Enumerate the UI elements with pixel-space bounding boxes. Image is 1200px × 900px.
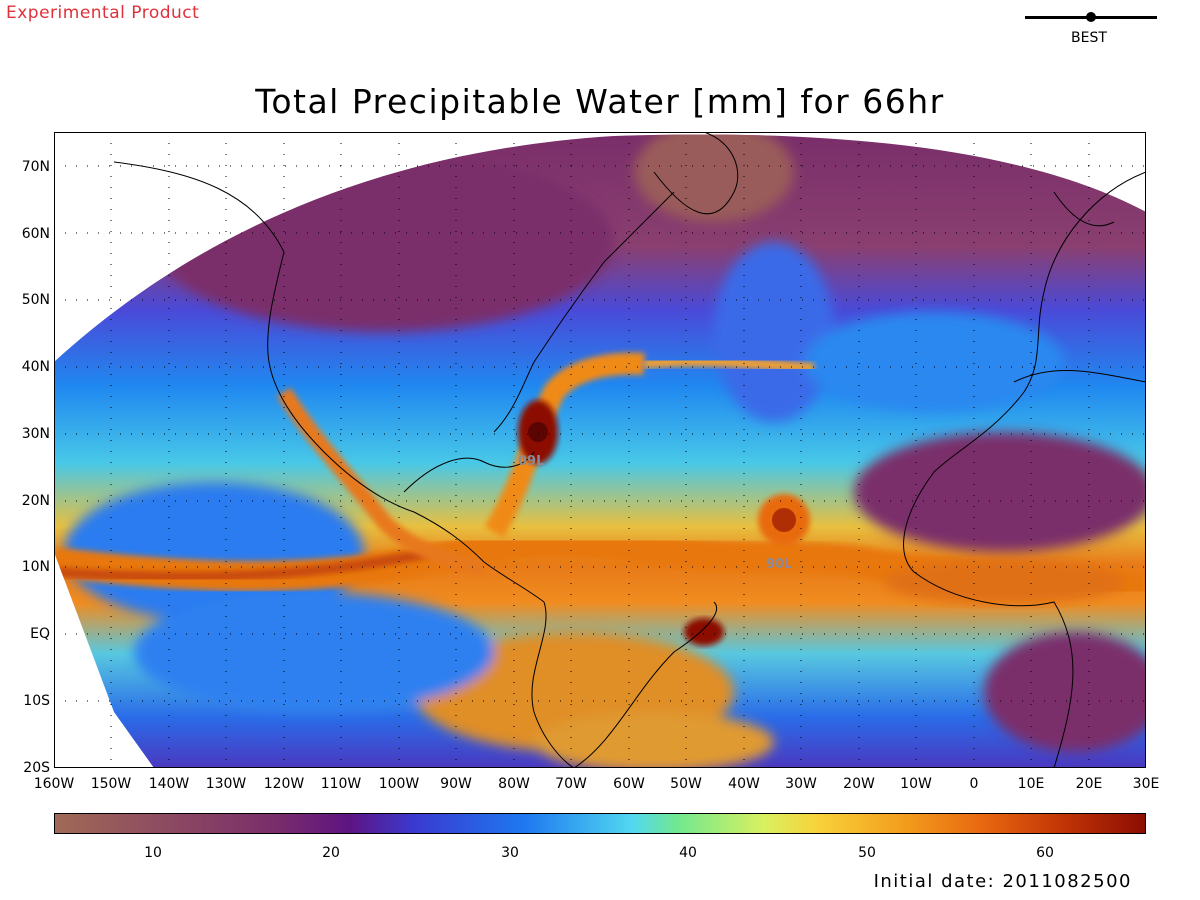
- lat-label: 70N: [21, 159, 50, 175]
- map-title: Total Precipitable Water [mm] for 66hr: [255, 82, 945, 121]
- lon-label: 120W: [263, 776, 305, 792]
- lon-label: 10W: [900, 776, 932, 792]
- lon-label: 90W: [440, 776, 472, 792]
- lat-label: 10S: [23, 693, 50, 709]
- lat-label: 30N: [21, 426, 50, 442]
- experimental-product-label: Experimental Product: [6, 3, 200, 23]
- lon-label: 30E: [1132, 776, 1160, 792]
- lat-label: 20S: [23, 760, 50, 776]
- precipitable-water-map: 09L 90L: [54, 132, 1146, 768]
- storm-label-90l: 90L: [766, 557, 792, 572]
- lat-label: 10N: [21, 559, 50, 575]
- lon-label: 50W: [670, 776, 702, 792]
- colorbar-tick: 50: [858, 845, 876, 861]
- lon-label: 110W: [320, 776, 362, 792]
- lon-label: 160W: [33, 776, 75, 792]
- lat-label: 60N: [21, 226, 50, 242]
- lon-label: 40W: [728, 776, 760, 792]
- lat-label: 20N: [21, 493, 50, 509]
- lon-label: 60W: [613, 776, 645, 792]
- lon-label: 30W: [785, 776, 817, 792]
- lon-label: 20W: [843, 776, 875, 792]
- lon-label: 130W: [205, 776, 247, 792]
- lon-label: 20E: [1075, 776, 1103, 792]
- colorbar-tick: 10: [144, 845, 162, 861]
- map-frame: [54, 132, 1146, 768]
- lon-label: 140W: [148, 776, 190, 792]
- initial-date-label: Initial date: 2011082500: [873, 871, 1132, 892]
- lat-label: 50N: [21, 292, 50, 308]
- colorbar-tick: 60: [1036, 845, 1054, 861]
- best-track-marker: [1086, 12, 1096, 22]
- colorbar: [54, 813, 1146, 834]
- best-track-legend: BEST: [1025, 8, 1157, 48]
- lon-label: 100W: [378, 776, 420, 792]
- lon-label: 70W: [555, 776, 587, 792]
- colorbar-tick: 40: [679, 845, 697, 861]
- best-track-label: BEST: [1071, 30, 1107, 46]
- colorbar-tick: 20: [322, 845, 340, 861]
- storm-label-09l: 09L: [518, 454, 544, 469]
- coastlines: [113, 132, 1146, 768]
- lon-label: 0: [969, 776, 979, 792]
- colorbar-tick: 30: [501, 845, 519, 861]
- tpw-field: [54, 134, 1146, 768]
- lat-label: EQ: [30, 626, 50, 642]
- map-canvas: 09L 90L: [54, 132, 1146, 768]
- lon-label: 150W: [90, 776, 132, 792]
- lon-label: 10E: [1017, 776, 1045, 792]
- lon-label: 80W: [498, 776, 530, 792]
- lat-label: 40N: [21, 359, 50, 375]
